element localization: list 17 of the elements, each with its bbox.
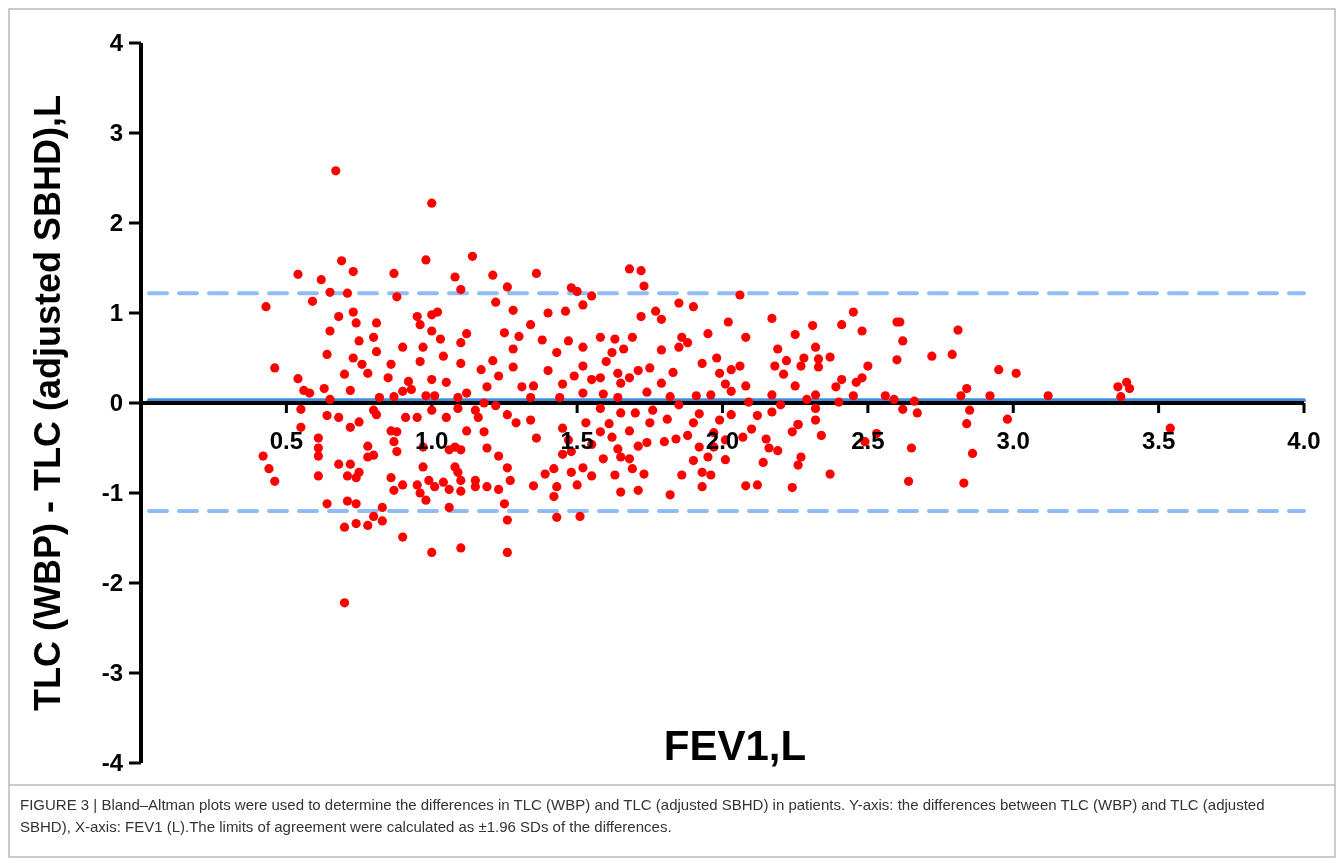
y-tick-label: -1 — [101, 479, 123, 507]
x-tick-label: 4.0 — [1287, 427, 1321, 454]
y-tick-label: 1 — [109, 299, 123, 327]
y-axis-title: TLC (WBP) - TLC (adjusted SBHD),L — [27, 95, 68, 711]
x-tick-label: 1.0 — [415, 427, 449, 454]
x-tick-label: 3.0 — [996, 427, 1030, 454]
y-tick-label: -3 — [101, 659, 123, 687]
y-tick-label: -4 — [101, 749, 124, 777]
caption: FIGURE 3 | Bland–Altman plots were used to determine the differences in TLC (WBP) and TLC (adjusted SBHD) in patients. Y-axis: the differences between TLC (WBP) and TLC (adjusted SBHD), X-axis: FEV1 (L).The limits of agreement were calculated as ±1.96 SDs of the differences. — [20, 796, 1265, 835]
y-tick-label: 0 — [109, 389, 123, 417]
x-tick-label: 3.5 — [1141, 427, 1176, 454]
y-tick-label: 4 — [109, 29, 124, 57]
x-tick-label: 0.5 — [269, 427, 304, 454]
y-tick-label: -2 — [101, 569, 123, 597]
y-tick-label: 2 — [109, 209, 123, 237]
y-tick-label: 3 — [109, 119, 123, 147]
x-axis-title: FEV1,L — [663, 722, 807, 769]
